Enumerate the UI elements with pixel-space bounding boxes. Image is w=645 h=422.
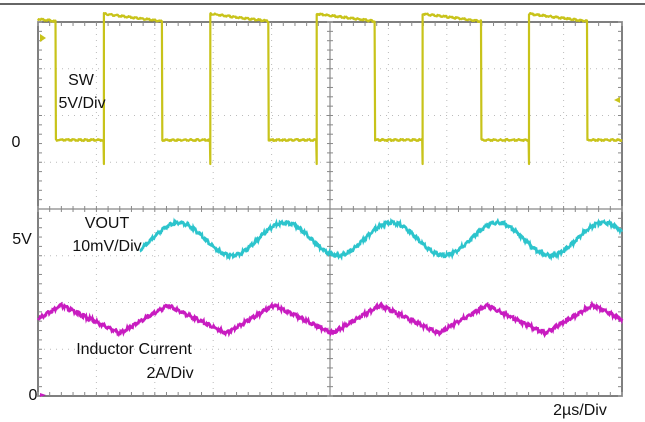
five-volt-marker: 5V	[12, 231, 32, 248]
vout-scale-label: 10mV/Div	[72, 238, 141, 255]
grid	[0, 3, 645, 397]
sw-level-marker	[40, 34, 46, 42]
sw-zero-marker: 0	[12, 134, 21, 151]
sw-trace	[36, 12, 623, 166]
inductor-current-trace	[36, 300, 624, 339]
timebase-label: 2µs/Div	[553, 402, 607, 419]
inductor-current-label: Inductor Current	[76, 341, 192, 358]
inductor-current-scale-label: 2A/Div	[146, 365, 193, 382]
current-zero-marker: 0	[29, 387, 38, 404]
vout-label: VOUT	[85, 215, 130, 232]
vout-trace	[139, 217, 624, 262]
sw-scale-label: 5V/Div	[58, 95, 105, 112]
traces	[36, 12, 624, 397]
sw-label: SW	[68, 72, 95, 89]
il-level-marker	[40, 393, 46, 397]
trigger-level-marker	[614, 97, 620, 103]
